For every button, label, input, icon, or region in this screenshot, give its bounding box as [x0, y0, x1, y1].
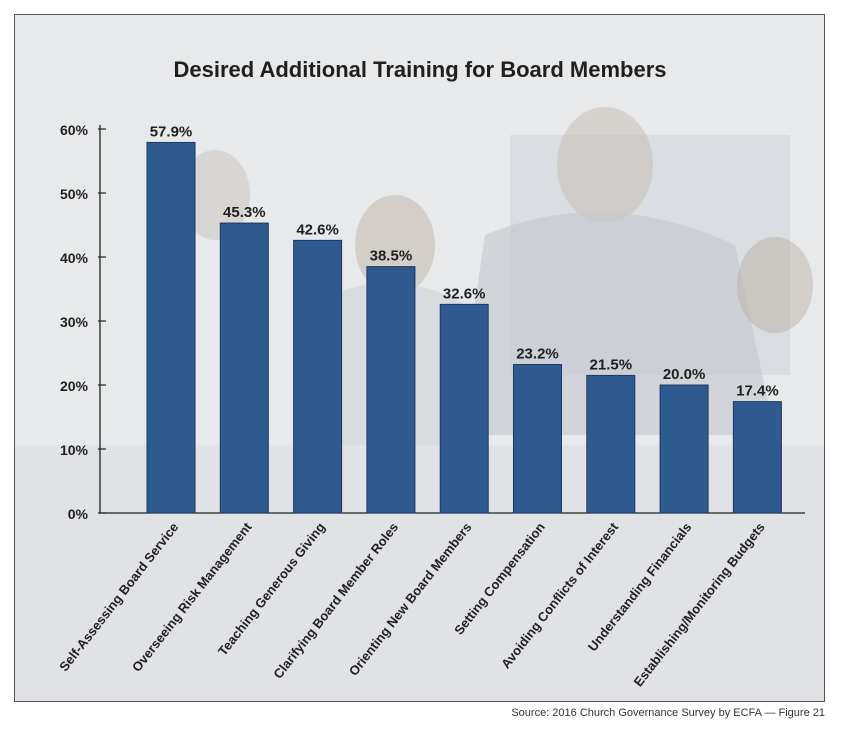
value-label: 38.5%: [370, 248, 413, 265]
y-tick-label: 30%: [60, 314, 89, 330]
value-label: 32.6%: [443, 285, 486, 302]
category-label: Overseeing Risk Management: [129, 519, 255, 675]
source-note: Source: 2016 Church Governance Survey by…: [511, 707, 825, 719]
background-photo: [15, 15, 824, 701]
bar: [513, 364, 562, 514]
y-tick-label: 50%: [60, 186, 89, 202]
bar: [659, 384, 709, 514]
y-tick-label: 10%: [60, 442, 89, 458]
chart-frame: [14, 14, 825, 702]
bar: [146, 141, 196, 514]
y-tick-label: 0%: [68, 506, 89, 522]
bar: [219, 222, 269, 514]
value-label: 21.5%: [590, 356, 633, 373]
category-label: Clarifying Board Member Roles: [270, 520, 401, 682]
chart-title: Desired Additional Training for Board Me…: [173, 57, 666, 82]
bar: [366, 266, 416, 514]
category-label: Avoiding Conflicts of Interest: [498, 519, 622, 671]
category-label: Self-Assessing Board Service: [56, 520, 181, 674]
y-tick-label: 20%: [60, 378, 89, 394]
value-label: 45.3%: [223, 204, 266, 221]
category-label: Orienting New Board Members: [346, 520, 475, 679]
value-label: 42.6%: [296, 221, 339, 238]
value-label: 23.2%: [516, 346, 559, 363]
bar: [439, 303, 489, 514]
y-tick-label: 60%: [60, 122, 89, 138]
value-label: 20.0%: [663, 366, 706, 383]
bars: [146, 141, 782, 514]
bar: [293, 239, 343, 514]
value-label: 17.4%: [736, 383, 779, 400]
y-tick-label: 40%: [60, 250, 89, 266]
value-label: 57.9%: [150, 123, 193, 140]
category-label: Establishing/Monitoring Budgets: [631, 520, 768, 690]
bar: [586, 374, 636, 514]
bar: [732, 401, 782, 514]
value-labels: 57.9% 45.3% 42.6% 38.5% 32.6% 23.2% 21.5% 20.0%…: [150, 123, 779, 399]
